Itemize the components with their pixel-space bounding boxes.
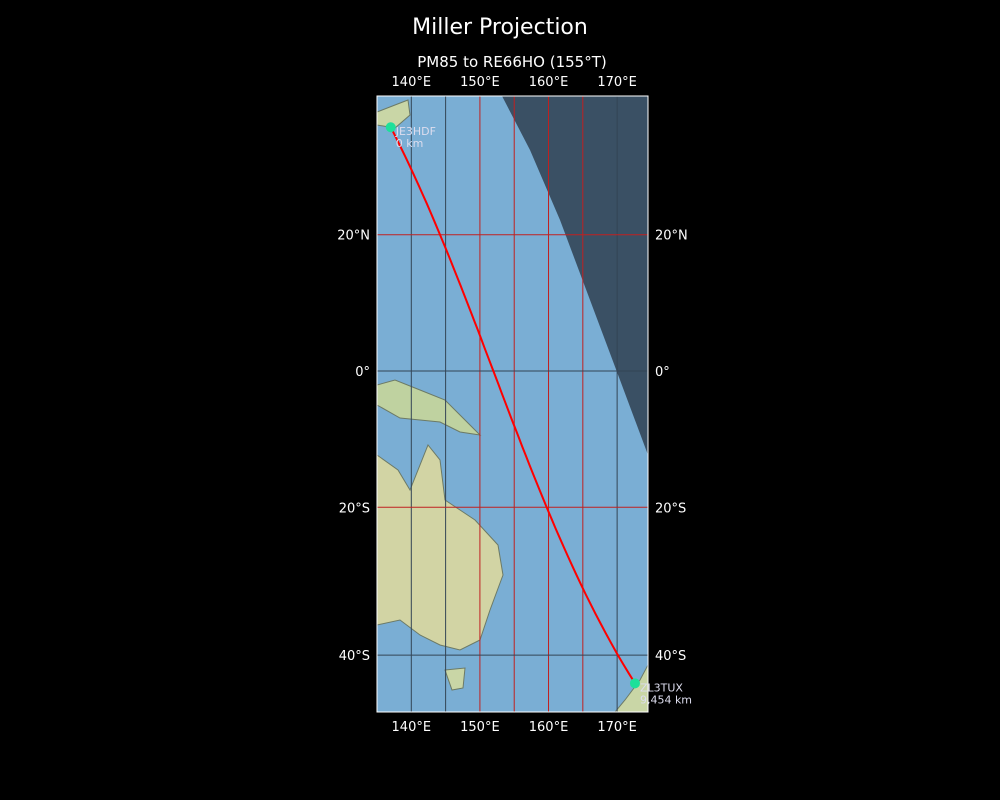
station-callsign: JE3HDF (395, 125, 436, 138)
land-australia (377, 444, 504, 651)
lon-tick-label: 170°E (597, 75, 637, 90)
land-new-zealand (614, 664, 648, 712)
lat-tick-label: 40°S (655, 649, 686, 664)
lon-tick-label: 150°E (460, 75, 500, 90)
lat-tick-label: 0° (655, 365, 670, 380)
graticule (377, 96, 648, 712)
lat-tick-label: 40°S (339, 649, 370, 664)
land-japan (377, 99, 411, 129)
station-distance: 0 km (396, 137, 424, 150)
land-new-guinea (377, 379, 482, 436)
lon-tick-label: 140°E (392, 75, 432, 90)
night-shading (502, 96, 648, 455)
station-marker[interactable] (629, 678, 640, 689)
map-area (377, 96, 648, 712)
lat-tick-label: 20°N (337, 229, 370, 244)
lat-tick-label: 20°N (655, 229, 688, 244)
land-tasmania (444, 667, 466, 691)
lon-tick-label: 160°E (529, 720, 569, 735)
station-callsign: ZL3TUX (640, 681, 683, 694)
lon-tick-label: 140°E (392, 720, 432, 735)
lon-tick-label: 170°E (597, 720, 637, 735)
lat-tick-label: 20°S (655, 501, 686, 516)
lat-tick-label: 0° (355, 365, 370, 380)
great-circle-path (389, 126, 636, 684)
station-distance: 9,454 km (640, 693, 692, 706)
lat-tick-label: 20°S (339, 501, 370, 516)
station-marker[interactable] (385, 122, 396, 133)
lon-tick-label: 150°E (460, 720, 500, 735)
figure-title: Miller Projection (412, 15, 588, 40)
map-frame (376, 95, 649, 713)
lon-tick-label: 160°E (529, 75, 569, 90)
map-subtitle: PM85 to RE66HO (155°T) (417, 53, 607, 71)
